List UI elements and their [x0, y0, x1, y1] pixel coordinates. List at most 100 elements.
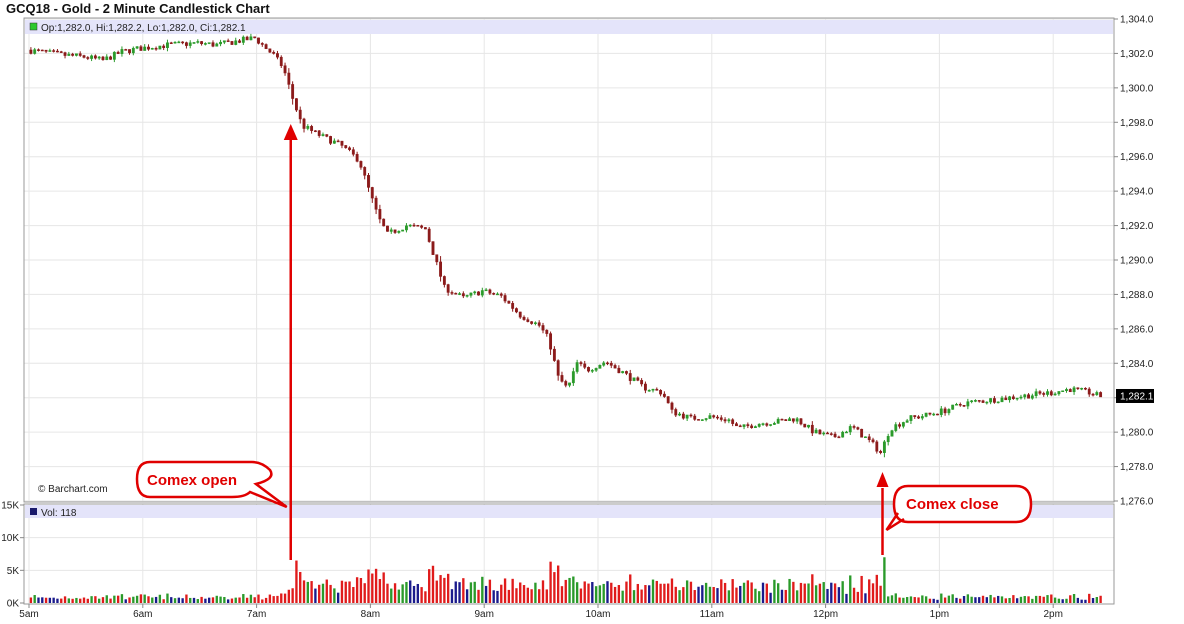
volume-bar: [283, 593, 287, 603]
candle-body: [241, 36, 245, 43]
candle-body: [530, 321, 534, 324]
volume-bar: [602, 583, 605, 603]
candle-body: [291, 84, 295, 99]
volume-bar: [208, 597, 211, 603]
candle-body: [44, 49, 48, 52]
volume-bar: [985, 597, 988, 603]
volume-bar: [359, 577, 363, 603]
volume-bar: [917, 597, 920, 603]
price-tick-label: 1,276.0: [1120, 497, 1154, 508]
volume-bar: [560, 586, 564, 603]
volume-bar: [177, 597, 181, 603]
candle-body: [742, 424, 746, 427]
volume-bar: [727, 590, 731, 603]
volume-bar: [708, 586, 712, 603]
price-tick-label: 1,294.0: [1120, 187, 1154, 198]
candle-body: [348, 147, 351, 150]
volume-bar: [333, 588, 336, 603]
candle-body: [162, 45, 166, 48]
candle-body: [298, 109, 302, 120]
candle-body: [613, 365, 617, 369]
candle-body: [712, 415, 716, 418]
candle-body: [450, 292, 454, 294]
candle-body: [196, 41, 200, 43]
candle-body: [336, 140, 340, 143]
volume-bar: [1008, 597, 1011, 603]
volume-bar: [249, 594, 253, 603]
volume-bar: [716, 588, 719, 603]
candle-body: [537, 322, 541, 326]
candle-body: [480, 290, 484, 296]
volume-bar: [272, 596, 275, 603]
volume-bar: [902, 597, 905, 603]
volume-bar: [940, 593, 943, 603]
volume-bar: [139, 594, 143, 603]
candle-body: [936, 413, 939, 416]
candle-body: [515, 308, 518, 313]
volume-bar: [962, 596, 966, 603]
volume-bar: [344, 581, 347, 603]
candle-body: [955, 404, 958, 406]
chart-title: GCQ18 - Gold - 2 Minute Candlestick Char…: [6, 1, 270, 16]
volume-bar: [530, 589, 533, 603]
candle-body: [344, 145, 348, 149]
price-tick-label: 1,290.0: [1120, 256, 1154, 267]
volume-bar: [784, 589, 787, 603]
candle-body: [416, 225, 420, 227]
volume-bar: [583, 581, 586, 603]
candle-body: [279, 56, 283, 66]
volume-bar: [1042, 596, 1045, 603]
volume-bar: [1099, 595, 1102, 603]
volume-bar: [1069, 595, 1072, 603]
volume-bar: [242, 594, 245, 603]
volume-bar: [63, 596, 67, 603]
candle-body: [1042, 393, 1046, 395]
volume-bar: [833, 583, 837, 603]
candle-body: [484, 289, 488, 292]
candle-body: [943, 408, 947, 414]
volume-bar: [1015, 598, 1019, 603]
volume-bar: [579, 588, 583, 603]
volume-bar: [932, 598, 935, 603]
volume-bar: [758, 591, 761, 603]
volume-bar: [33, 595, 36, 603]
candle-body: [93, 55, 97, 59]
volume-bar: [674, 586, 677, 603]
candle-body: [875, 441, 879, 452]
candle-body: [458, 293, 461, 295]
candle-body: [583, 363, 587, 368]
candle-body: [621, 371, 625, 374]
candle-body: [1072, 387, 1076, 393]
candle-body: [109, 56, 112, 60]
volume-bar: [443, 577, 446, 603]
volume-bar: [955, 597, 958, 603]
candle-body: [272, 51, 276, 54]
candle-body: [1015, 397, 1019, 400]
candle-body: [1046, 391, 1049, 395]
volume-bar: [450, 589, 454, 603]
candle-body: [951, 404, 955, 410]
volume-bar: [488, 579, 492, 603]
volume-bar: [981, 595, 985, 603]
candle-body: [541, 325, 545, 331]
volume-bar: [503, 578, 507, 603]
volume-bar: [1000, 596, 1004, 603]
volume-bar: [1084, 599, 1087, 603]
candle-body: [112, 51, 116, 60]
candle-body: [522, 316, 526, 320]
candle-body: [408, 224, 412, 227]
candle-body: [52, 50, 56, 52]
volume-bar: [849, 575, 852, 603]
candle-body: [833, 433, 837, 438]
price-tick-label: 1,292.0: [1120, 221, 1154, 232]
candle-body: [313, 130, 317, 132]
candle-body: [829, 433, 833, 435]
candle-body: [606, 362, 609, 365]
candle-body: [700, 419, 704, 421]
candle-body: [317, 130, 321, 136]
candle-body: [765, 423, 769, 426]
volume-info: Vol: 118: [41, 508, 77, 519]
candle-body: [560, 375, 564, 382]
volume-bar: [777, 583, 780, 603]
candle-body: [1061, 390, 1065, 392]
